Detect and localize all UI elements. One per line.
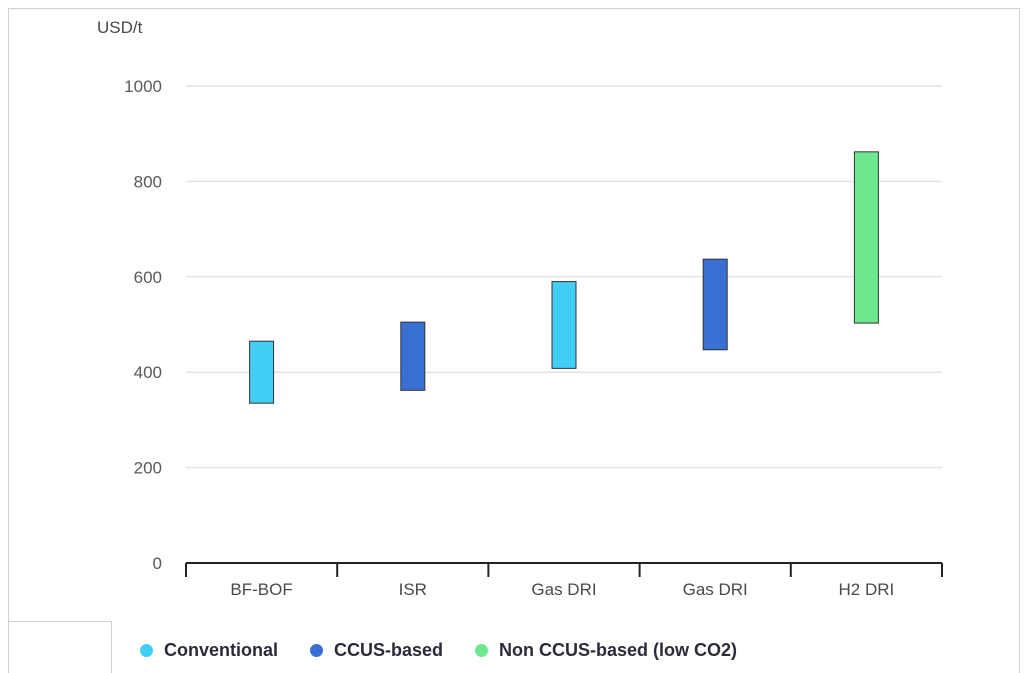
y-tick-label-1000: 1000 [124,77,162,96]
legend-item-conventional: Conventional [140,640,278,661]
y-tick-label-800: 800 [134,172,162,191]
y-tick-label-0: 0 [153,554,162,573]
chart-frame [8,8,1020,673]
y-tick-label-400: 400 [134,363,162,382]
range-bar-3 [702,258,728,351]
range-bar-1 [400,321,426,391]
legend-label-ccus-based: CCUS-based [334,640,444,660]
y-axis-unit-label: USD/t [97,18,143,37]
x-tick-label-0: BF-BOF [230,580,292,599]
y-tick-label-200: 200 [134,459,162,478]
x-tick-label-1: ISR [399,580,427,599]
legend-label-conventional: Conventional [164,640,279,660]
legend-swatch-ccus-based [310,644,324,657]
legend-item-ccus-based: CCUS-based [310,640,443,661]
legend-swatch-non-ccus-based [475,644,489,657]
legend-swatch-conventional [140,644,153,657]
range-bar-4 [853,151,879,324]
y-tick-label-600: 600 [134,268,162,287]
legend-item-non-ccus-based: Non CCUS-based (low CO2) [475,640,737,661]
range-bar-2 [551,281,577,369]
legend: Conventional CCUS-based Non CCUS-based (… [140,640,769,661]
legend-label-non-ccus-based: Non CCUS-based (low CO2) [499,640,738,660]
corner-box [8,621,112,673]
x-tick-label-3: Gas DRI [683,580,748,599]
x-tick-label-2: Gas DRI [531,580,596,599]
x-tick-label-4: H2 DRI [839,580,895,599]
range-bar-0 [249,340,275,404]
